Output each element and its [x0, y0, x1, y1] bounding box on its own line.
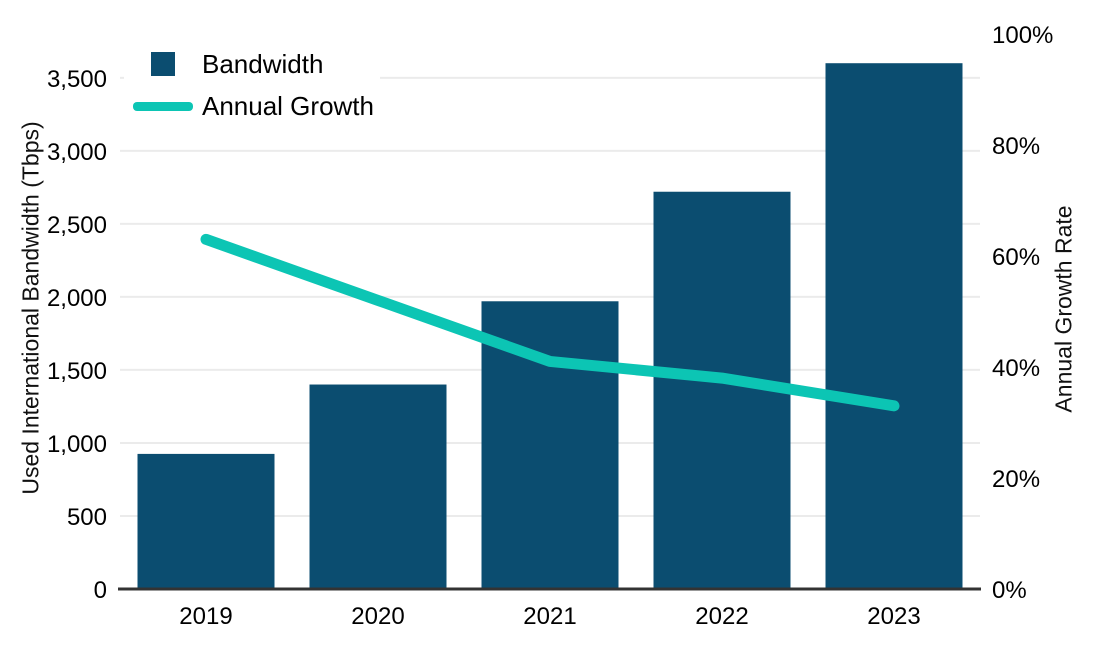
left-axis-tick-label: 2,500: [47, 212, 107, 239]
right-axis-title: Annual Growth Rate: [1050, 205, 1077, 413]
right-axis-tick-label: 40%: [992, 355, 1040, 382]
bandwidth-swatch-icon: [151, 52, 175, 76]
x-axis-tick-label: 2019: [179, 603, 232, 630]
x-axis-tick-label: 2022: [695, 603, 748, 630]
x-axis-tick-label: 2021: [523, 603, 576, 630]
x-axis-tick-label: 2023: [867, 603, 920, 630]
left-axis-tick-label: 2,000: [47, 285, 107, 312]
right-axis-tick-label: 60%: [992, 244, 1040, 271]
left-axis-title: Used International Bandwidth (Tbps): [17, 121, 44, 495]
bar-2020: [309, 384, 447, 589]
growth-line-swatch-icon: [133, 101, 193, 111]
legend-label-annual-growth: Annual Growth: [202, 91, 374, 121]
bandwidth-swatch-cell: [124, 52, 202, 76]
right-axis-tick-label: 80%: [992, 133, 1040, 160]
right-axis-tick-label: 0%: [992, 577, 1027, 604]
legend-item-bandwidth: Bandwidth: [124, 43, 374, 85]
left-axis-tick-label: 1,000: [47, 431, 107, 458]
bar-2019: [137, 453, 275, 589]
bar-2023: [825, 63, 963, 590]
x-axis-tick-label: 2020: [351, 603, 404, 630]
right-axis-tick-label: 20%: [992, 466, 1040, 493]
annual-growth-line: [200, 233, 900, 412]
legend-item-annual-growth: Annual Growth: [124, 85, 374, 127]
legend-label-bandwidth: Bandwidth: [202, 49, 324, 79]
left-axis-tick-label: 3,500: [47, 66, 107, 93]
left-axis-tick-label: 500: [67, 504, 107, 531]
growth-swatch-cell: [124, 101, 202, 111]
left-axis-tick-label: 3,000: [47, 139, 107, 166]
left-axis-tick-label: 1,500: [47, 358, 107, 385]
right-axis-tick-label: 100%: [992, 22, 1053, 49]
left-axis-tick-label: 0: [94, 577, 107, 604]
legend: Bandwidth Annual Growth: [124, 43, 380, 127]
